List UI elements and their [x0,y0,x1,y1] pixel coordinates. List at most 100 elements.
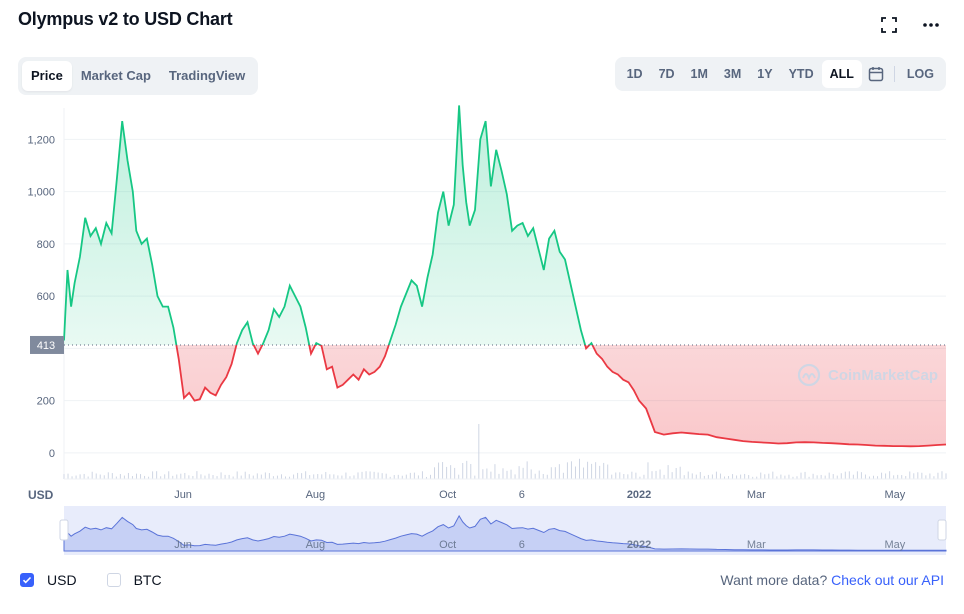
usd-checkbox[interactable]: USD [20,572,77,588]
volume-bar [933,476,935,479]
volume-bar [534,473,536,479]
api-link[interactable]: Check out our API [831,572,944,588]
volume-bar [502,468,504,479]
range-1y-button[interactable]: 1Y [757,67,773,81]
volume-bar [373,471,375,479]
volume-bar [844,471,846,479]
range-7d-button[interactable]: 7D [658,67,675,81]
tab-market-cap[interactable]: Market Cap [80,68,151,83]
volume-bar [627,474,629,479]
volume-bar [232,476,234,479]
usd-axis-label: USD [28,488,54,502]
volume-bar [784,475,786,479]
volume-bar [349,476,351,479]
volume-bar [723,476,725,479]
range-1m-button[interactable]: 1M [690,67,708,81]
volume-bar [385,473,387,479]
volume-bar [329,474,331,479]
volume-bar [466,460,468,479]
calendar-icon[interactable] [862,60,890,88]
volume-bar [345,472,347,479]
volume-bar [87,476,89,479]
volume-bar [256,473,258,479]
range-ytd-button[interactable]: YTD [788,67,814,81]
volume-bar [458,474,460,479]
volume-bar [518,466,520,479]
volume-bar [574,466,576,479]
volume-bar [864,474,866,479]
watermark-text: CoinMarketCap [828,367,938,384]
volume-bar [913,473,915,479]
volume-bar [840,473,842,479]
volume-bar [135,473,137,479]
volume-bar [337,475,339,479]
volume-bar [905,476,907,479]
volume-bar [490,471,492,479]
volume-bar [619,472,621,479]
volume-bar [550,467,552,479]
volume-bar [289,476,291,479]
volume-bar [409,472,411,479]
volume-bar [679,466,681,479]
range-1d-button[interactable]: 1D [626,67,643,81]
volume-bar [893,475,895,479]
volume-bar [522,467,524,479]
volume-bar [405,474,407,479]
volume-bar [764,474,766,479]
volume-bar [317,474,319,479]
current-price-tag: 413 [30,335,64,354]
volume-bar [220,472,222,479]
volume-bar [925,475,927,479]
volume-bar [79,474,81,479]
volume-bar [450,465,452,479]
volume-bar [293,474,295,479]
volume-bar [687,471,689,479]
volume-bar [397,474,399,479]
volume-bar [655,470,657,479]
volume-bar [748,475,750,479]
price-line-up [63,105,594,345]
volume-bar [333,474,335,479]
navigator[interactable]: Jun Aug Oct 6 2022 Mar May [59,506,947,555]
range-all-button[interactable]: ALL [821,60,862,88]
volume-bar [417,475,419,479]
y-axis: 0 200 600 800 1,000 1,200 [27,134,55,460]
volume-bar [494,464,496,479]
volume-bar [240,475,242,479]
volume-bar [889,471,891,479]
more-icon[interactable] [920,14,942,36]
y-tick-label: 800 [37,239,55,251]
volume-bar [305,471,307,479]
btc-checkbox[interactable]: BTC [106,572,162,588]
volume-bar [325,471,327,479]
volume-bar [776,476,778,479]
log-scale-button[interactable]: LOG [906,67,934,81]
volume-bar [148,476,150,479]
volume-bar [188,475,190,479]
volume-bar [486,468,488,479]
volume-bar [212,475,214,479]
volume-bar [820,474,822,479]
y-tick-label: 1,000 [27,187,55,199]
tab-price[interactable]: Price [22,61,72,91]
navigator-tick-label: 6 [519,539,525,551]
api-promo-text: Want more data? [720,572,828,588]
fullscreen-icon[interactable] [878,14,900,36]
volume-bar [107,472,109,479]
volume-bar [313,474,315,479]
range-3m-button[interactable]: 3M [723,67,742,81]
navigator-left-handle[interactable] [59,519,69,541]
volume-bar [740,474,742,479]
navigator-right-handle[interactable] [937,519,947,541]
volume-bar [808,476,810,479]
volume-bar [780,474,782,479]
volume-bar [309,475,311,479]
chart-type-tabs: Price Market Cap TradingView [18,57,259,95]
area-fill-below [64,344,946,447]
price-chart[interactable]: 0 200 600 800 1,000 1,200 413 CoinMarketCap U… [0,100,964,564]
api-promo: Want more data? Check out our API [720,572,944,588]
tab-tradingview[interactable]: TradingView [168,68,246,83]
volume-bar [152,471,154,479]
volume-bar [611,474,613,479]
navigator-tick-label: Aug [306,539,326,551]
